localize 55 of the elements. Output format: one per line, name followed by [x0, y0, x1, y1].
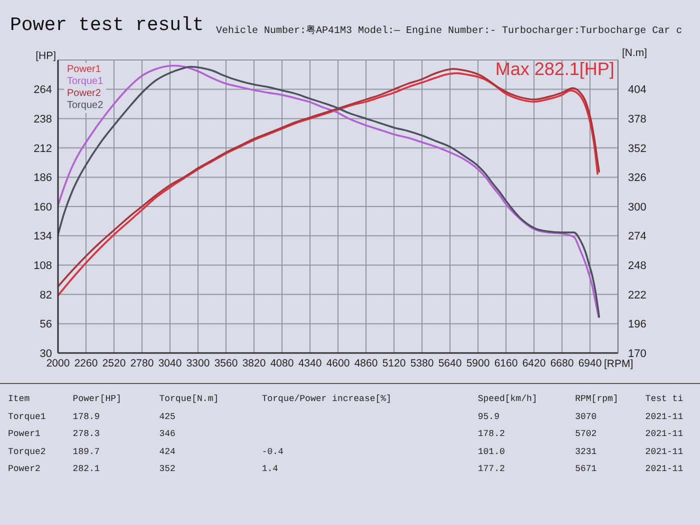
x-tick-label: 5120 [382, 357, 406, 370]
text: Power1 [67, 64, 102, 76]
text: Torque1 178.9 425 95.9 3070 2021-11 [8, 410, 684, 422]
y-tick-label: 30 [40, 348, 52, 360]
y2-axis-title: [N.m] [622, 47, 648, 59]
x-tick-label: 5900 [466, 357, 490, 370]
x-tick-label: 6940 [578, 357, 602, 370]
y-tick-label: 186 [34, 172, 52, 184]
x-tick-label: 3820 [242, 357, 266, 370]
y-axis-title: [HP] [36, 50, 56, 62]
series-label: Torque2 [67, 100, 104, 112]
chart-subtitle: Vehicle Number:粤AP41M3 Model:— Engine Number:- Turbocharger:Turbocharge Car c [216, 25, 682, 38]
annotation: Max 282.1[HP] [495, 58, 614, 79]
x-tick-label: 3040 [158, 357, 182, 370]
x-tick-label: 3560 [214, 357, 238, 370]
y2-tick-label: 222 [628, 289, 646, 302]
y2-tick-label: 274 [628, 230, 646, 243]
x-tick-label: 6160 [494, 357, 518, 370]
x-tick-label: 4600 [326, 357, 350, 370]
text: Torque2 189.7 424 -0.4 101.0 3231 2021-11 [8, 446, 684, 458]
x-tick-label: 4340 [298, 357, 322, 370]
x-tick-label: 4080 [270, 357, 294, 370]
x-tick-label: 2520 [102, 357, 126, 370]
y2-tick-label: 248 [628, 260, 646, 272]
series-label: Torque1 [67, 76, 104, 88]
y2-tick-label: 404 [628, 84, 646, 96]
x-tick-label: 3300 [186, 357, 210, 370]
chart-title: Power test result [10, 14, 204, 36]
x-axis-title: [RPM] [604, 358, 634, 370]
y2-tick-label: 326 [628, 172, 646, 184]
y2-tick-label: 300 [628, 201, 646, 214]
text: Item Power[HP] Torque[N.m] Torque/Power increase[%] Speed[km/h] RPM[rpm] Test ti [8, 393, 684, 405]
y-tick-label: 134 [34, 230, 52, 243]
text: Power2 282.1 352 1.4 177.2 5671 2021-11 [8, 463, 684, 475]
y-tick-label: 264 [34, 84, 52, 96]
y2-tick-label: 352 [628, 142, 646, 155]
y-tick-label: 212 [34, 142, 52, 155]
y-tick-label: 82 [40, 289, 52, 302]
x-tick-label: 5640 [438, 357, 462, 370]
y2-tick-label: 378 [628, 114, 646, 126]
text: Power1 278.3 346 178.2 5702 2021-11 [8, 428, 684, 440]
x-tick-label: 2780 [130, 357, 154, 370]
y-tick-label: 108 [34, 260, 52, 272]
x-tick-label: 2260 [74, 357, 98, 370]
y2-tick-label: 196 [628, 318, 646, 331]
x-tick-label: 5380 [410, 357, 434, 370]
y-tick-label: 56 [40, 318, 52, 331]
x-tick-label: 6680 [550, 357, 574, 370]
y2-tick-label: 170 [628, 348, 646, 360]
y-tick-label: 160 [34, 201, 52, 214]
x-tick-label: 2000 [46, 357, 70, 370]
x-tick-label: 6420 [522, 357, 546, 370]
text: Power2 [67, 88, 102, 100]
y-tick-label: 238 [34, 114, 52, 126]
x-tick-label: 4860 [354, 357, 378, 370]
